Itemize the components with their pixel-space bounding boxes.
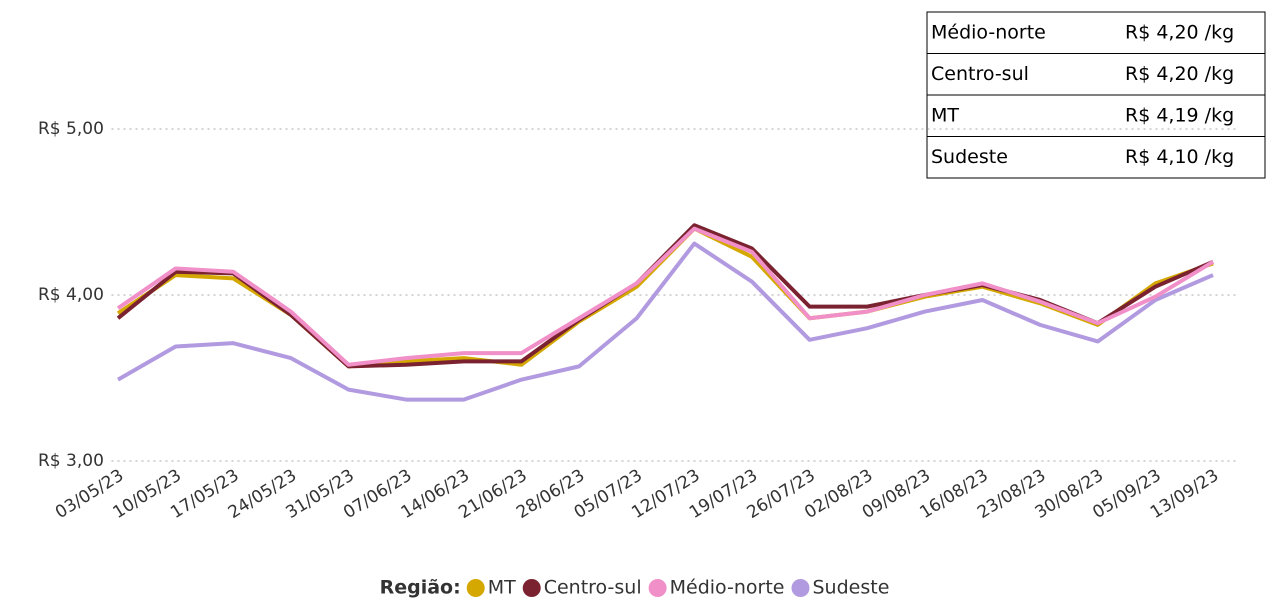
series-line — [116, 223, 1214, 369]
y-tick-label: R$ 4,00 — [38, 285, 104, 305]
legend-label: MT — [488, 577, 516, 599]
table-region: Médio-norte — [931, 22, 1046, 44]
series-line — [116, 226, 1215, 367]
legend-marker — [791, 579, 810, 597]
table-price: R$ 4,20 /kg — [1125, 22, 1234, 44]
table-price: R$ 4,10 /kg — [1125, 146, 1234, 168]
table-region: Centro-sul — [931, 63, 1029, 85]
table-region: MT — [931, 105, 959, 127]
series-line — [117, 241, 1214, 402]
legend-label: Sudeste — [813, 577, 890, 599]
y-tick-label: R$ 5,00 — [38, 119, 104, 139]
series-line — [116, 226, 1214, 369]
table-price: R$ 4,19 /kg — [1125, 105, 1234, 127]
legend-marker — [648, 579, 667, 597]
legend-label: Médio-norte — [670, 577, 785, 599]
table-price: R$ 4,20 /kg — [1125, 63, 1234, 85]
y-tick-label: R$ 3,00 — [38, 451, 104, 471]
legend-marker — [466, 579, 485, 597]
price-table: Médio-norte R$ 4,20 /kg Centro-sul R$ 4,20 … — [927, 22, 1265, 168]
table-region: Sudeste — [931, 146, 1008, 168]
legend: Região: MT Centro-sul Médio-norte Sudeste — [380, 577, 890, 599]
legend-marker — [522, 579, 541, 597]
legend-title: Região: — [380, 577, 461, 599]
legend-label: Centro-sul — [544, 577, 642, 599]
